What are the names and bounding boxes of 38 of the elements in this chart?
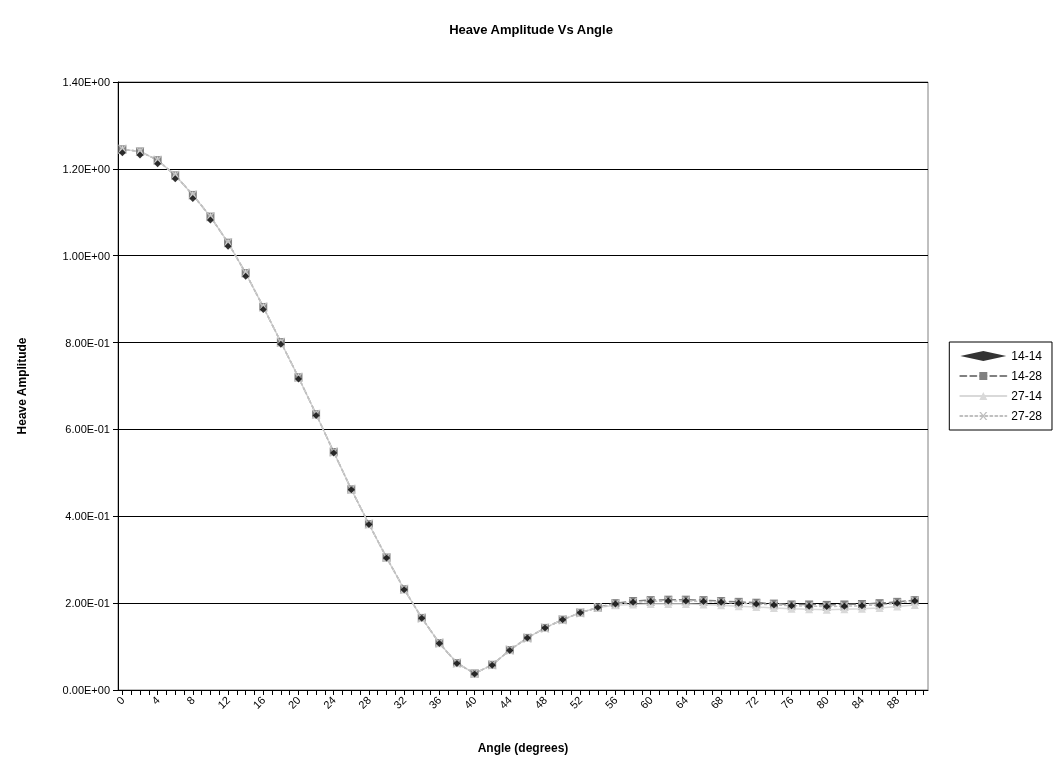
x-tick-label: 56: [602, 693, 620, 711]
y-tick-label: 0.00E+00: [62, 684, 110, 696]
x-tick-label: 68: [708, 693, 726, 711]
y-axis-title: Heave Amplitude: [15, 337, 29, 435]
legend-label: 14-28: [1011, 369, 1043, 383]
x-tick-label: 84: [849, 693, 867, 711]
x-axis-title: Angle (degrees): [477, 741, 569, 755]
x-tick-label: 40: [461, 693, 479, 711]
x-tick-label: 16: [250, 693, 268, 711]
x-tick-label: 60: [637, 693, 655, 711]
x-tick-label: 28: [356, 693, 374, 711]
y-tick-label: 1.40E+00: [62, 76, 110, 88]
y-tick-label: 1.00E+00: [62, 249, 110, 262]
y-tick-label: 8.00E-01: [65, 336, 110, 349]
x-tick-label: 76: [778, 693, 796, 711]
y-tick-label: 4.00E-01: [65, 510, 110, 523]
x-tick-label: 36: [426, 693, 444, 711]
x-tick-label: 12: [215, 693, 233, 711]
legend-label: 14-14: [1011, 349, 1043, 363]
y-tick-label: 1.20E+00: [62, 162, 110, 175]
x-tick-label: 80: [813, 693, 831, 711]
x-tick-label: 52: [567, 693, 585, 711]
x-tick-label: 44: [496, 693, 515, 711]
y-tick-label: 2.00E-01: [65, 597, 110, 610]
legend-label: 27-14: [1011, 389, 1043, 403]
x-tick-label: 88: [884, 693, 902, 711]
x-tick-label: 0: [113, 693, 127, 707]
y-tick-label: 6.00E-01: [65, 423, 110, 436]
chart-title: Heave Amplitude Vs Angle: [449, 22, 613, 37]
x-tick-label: 48: [532, 693, 550, 711]
x-tick-label: 72: [743, 693, 761, 711]
legend-label: 27-28: [1011, 409, 1043, 423]
x-tick-label: 20: [285, 693, 303, 711]
x-tick-label: 24: [320, 693, 338, 711]
x-tick-label: 32: [391, 693, 409, 711]
x-tick-label: 4: [149, 693, 162, 707]
x-tick-label: 8: [184, 693, 198, 707]
x-tick-label: 64: [673, 693, 691, 711]
